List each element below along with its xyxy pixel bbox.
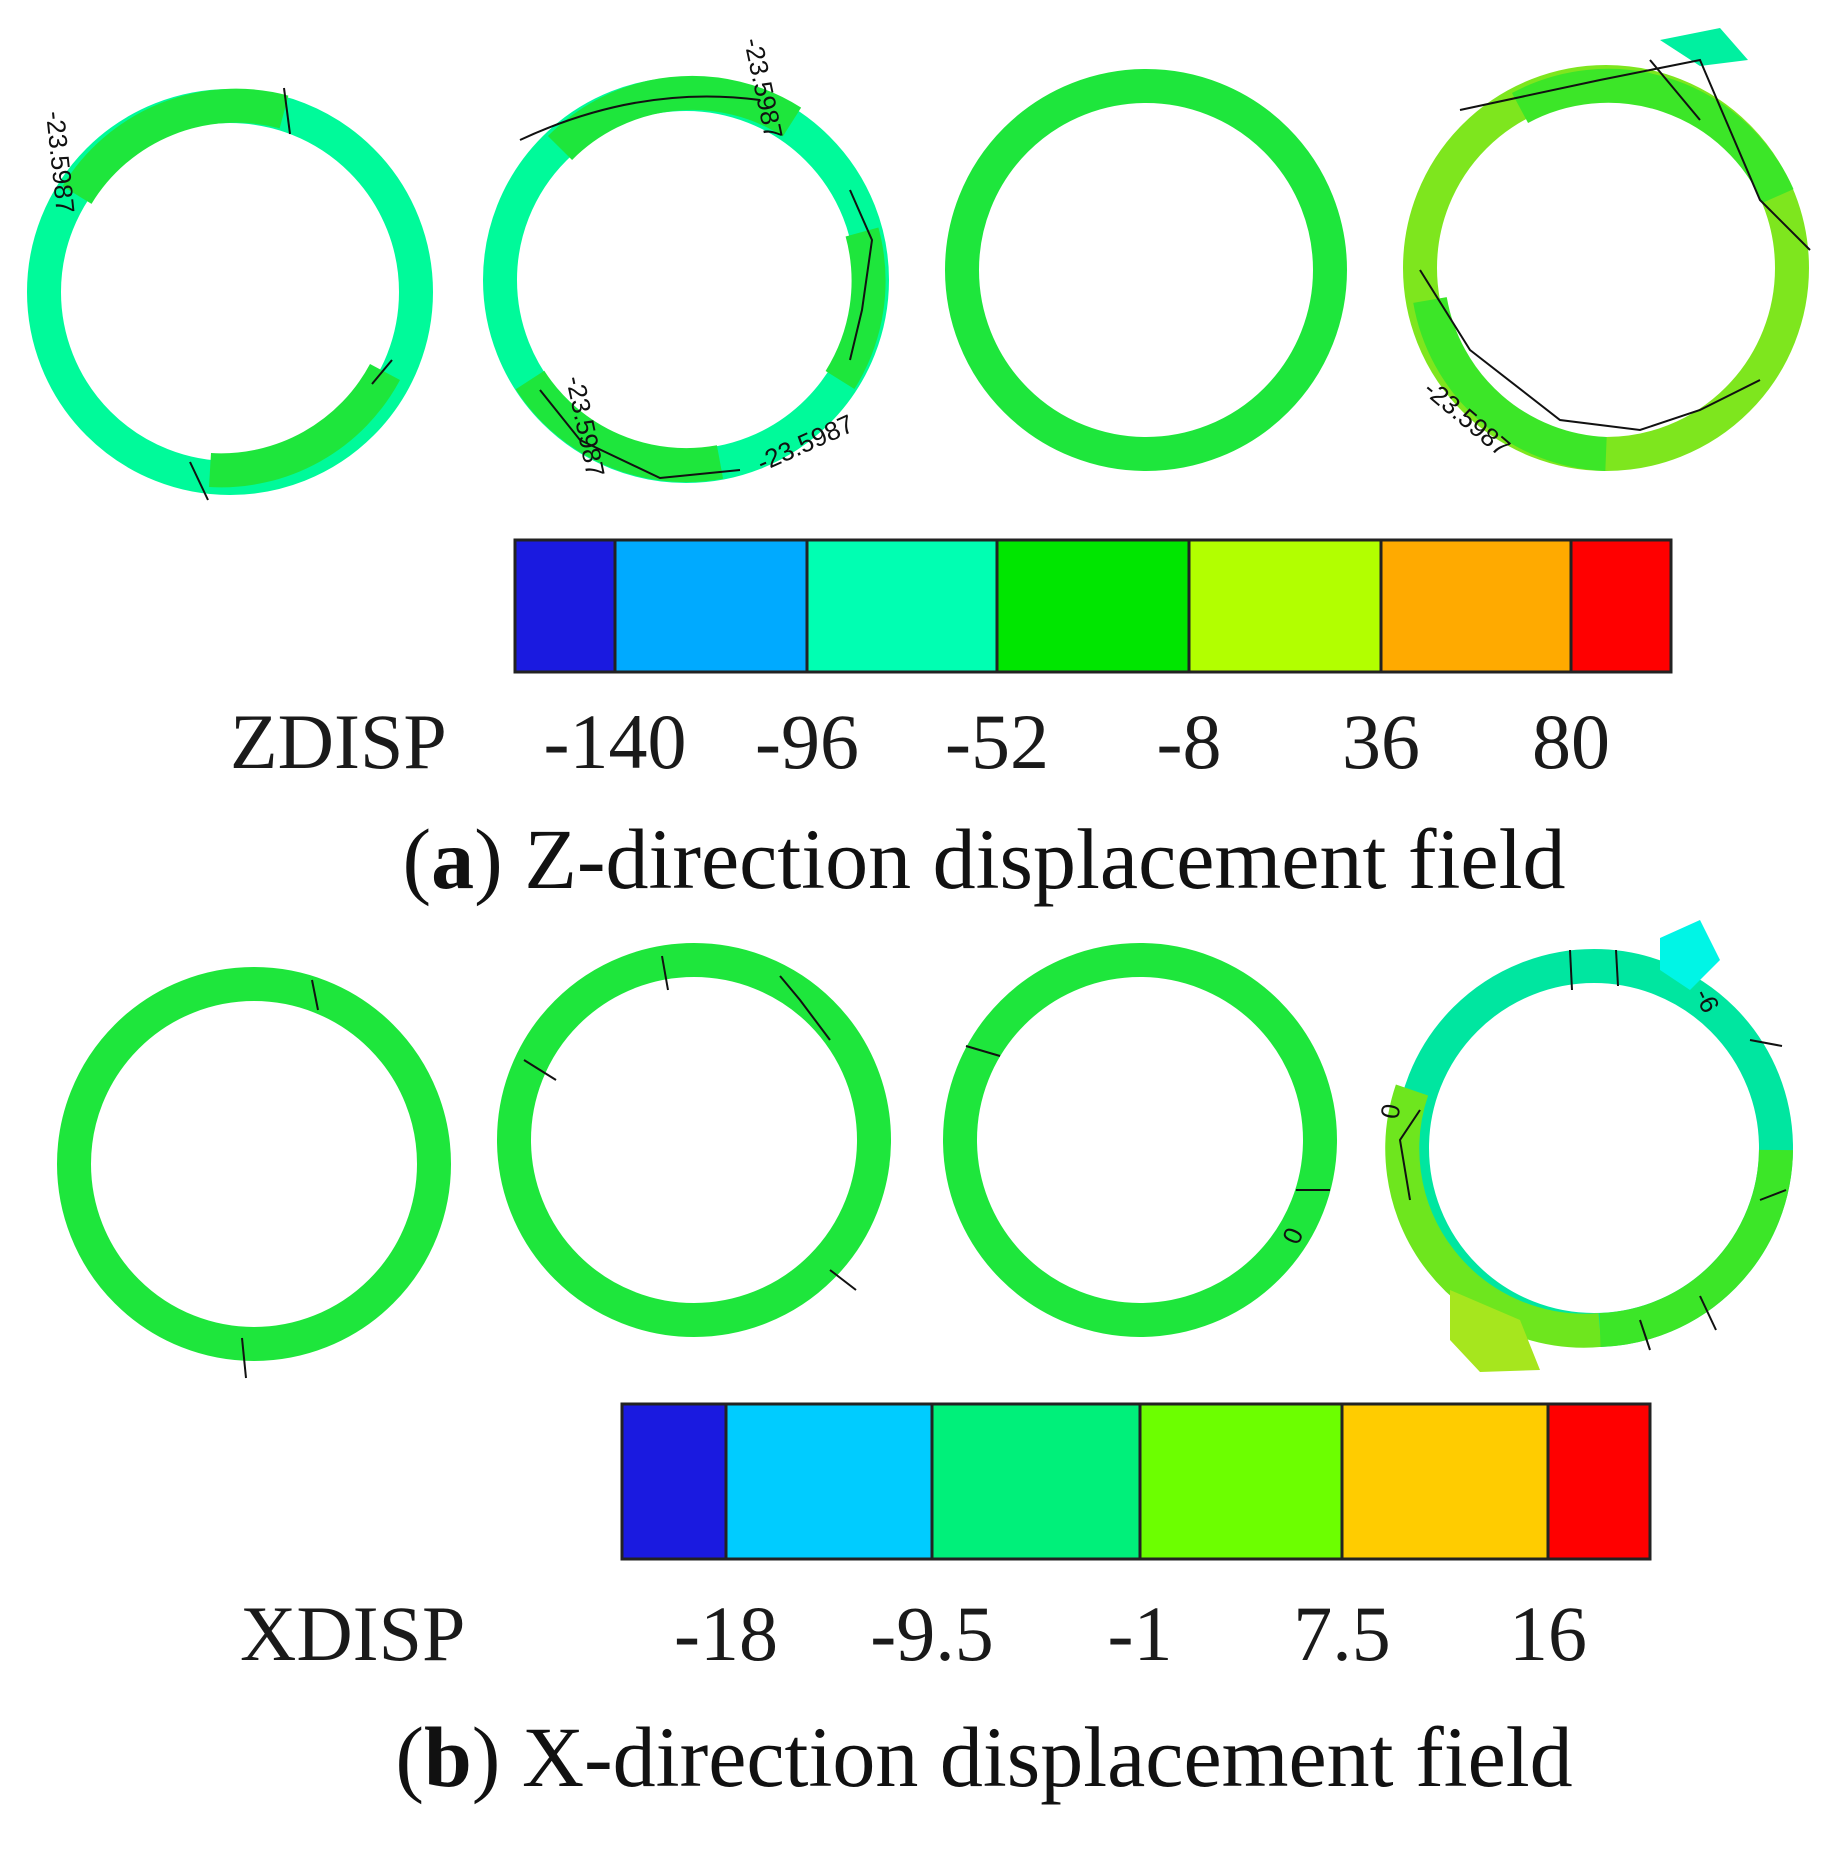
legend-tick-label: -1	[1108, 1590, 1173, 1677]
legend-tick-label: -96	[755, 698, 859, 785]
colorbar-swatch	[1187, 538, 1383, 674]
legend-tick-label: 7.5	[1293, 1590, 1391, 1677]
colorbar-a	[513, 538, 1673, 674]
legend-tick-label: -140	[544, 698, 687, 785]
contour-label: 0	[1374, 1102, 1406, 1121]
ring-b4: -6 0	[1374, 920, 1793, 1372]
legend-tick-label: -18	[674, 1590, 778, 1677]
panel-a-rings: -23.5987 -23.5987 -23.5987 -23.5987	[27, 28, 1811, 501]
legend-variable-a: ZDISP	[230, 698, 447, 785]
legend-tick-label: 36	[1342, 698, 1420, 785]
ring-b2	[497, 943, 891, 1337]
caption-b-text: X-direction displacement field	[522, 1709, 1573, 1805]
ring-a4: -23.5987	[1403, 28, 1811, 471]
ring-b3: 0	[943, 943, 1337, 1337]
legend-tick-label: -52	[945, 698, 1049, 785]
colorbar-swatch	[620, 1402, 728, 1561]
colorbar-swatch	[1379, 538, 1573, 674]
legend-ticks-a: -140 -96 -52 -8 36 80	[544, 698, 1610, 785]
ring-a3	[945, 69, 1347, 471]
colorbar-swatch	[1569, 538, 1673, 674]
legend-tick-label: 80	[1532, 698, 1610, 785]
ring-a1: -23.5987	[27, 87, 433, 501]
contour-label: -23.5987	[40, 109, 81, 214]
colorbar-swatch	[724, 1402, 934, 1561]
caption-a: (a) Z-direction displacement field	[403, 811, 1566, 907]
legend-tick-label: 16	[1509, 1590, 1587, 1677]
legend-tick-label: -8	[1157, 698, 1222, 785]
colorbar-swatch	[1546, 1402, 1652, 1561]
colorbar-swatch	[1138, 1402, 1344, 1561]
caption-a-text: Z-direction displacement field	[524, 811, 1565, 907]
colorbar-swatch	[805, 538, 999, 674]
colorbar-swatch	[995, 538, 1191, 674]
legend-ticks-b: -18 -9.5 -1 7.5 16	[674, 1590, 1587, 1677]
colorbar-swatch	[1340, 1402, 1550, 1561]
colorbar-swatch	[930, 1402, 1142, 1561]
legend-variable-b: XDISP	[240, 1590, 465, 1677]
legend-tick-label: -9.5	[870, 1590, 993, 1677]
colorbar-swatch	[613, 538, 809, 674]
panel-b-rings: 0 -6 0	[57, 920, 1793, 1379]
colorbar-swatch	[513, 538, 617, 674]
ring-b1	[57, 967, 451, 1379]
caption-b: (b) X-direction displacement field	[395, 1709, 1572, 1805]
colorbar-b	[620, 1402, 1652, 1561]
ring-a2: -23.5987 -23.5987 -23.5987	[483, 35, 889, 483]
caption-a-letter: a	[431, 811, 474, 907]
caption-b-letter: b	[424, 1709, 472, 1805]
